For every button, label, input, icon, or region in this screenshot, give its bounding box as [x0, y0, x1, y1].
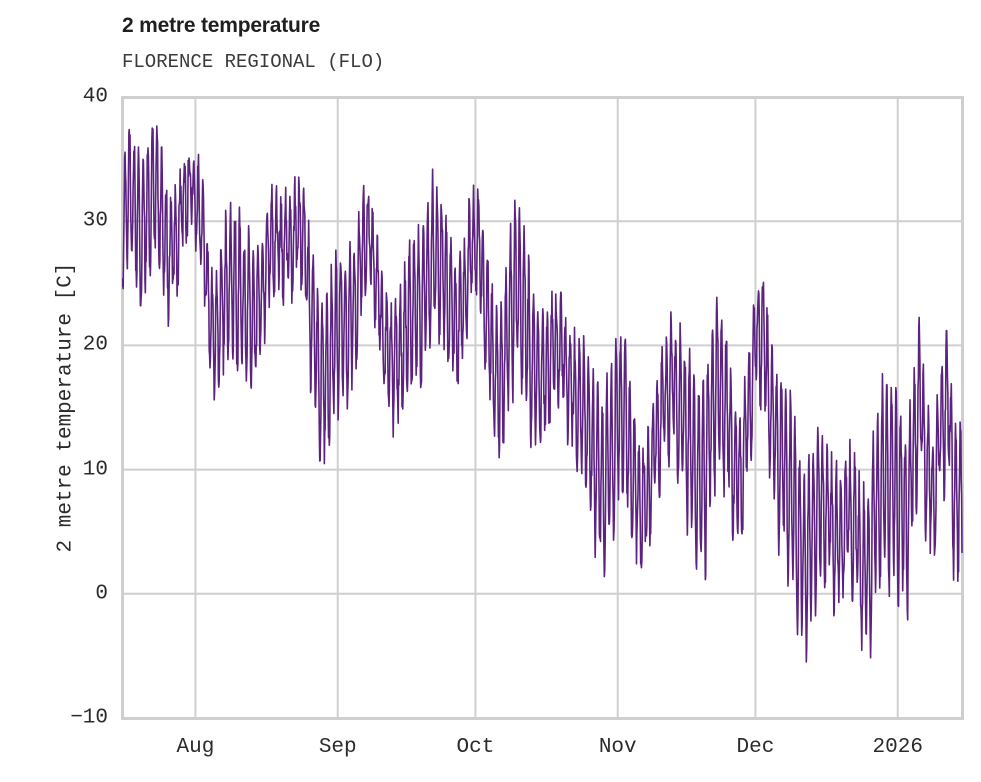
temperature-series-line — [122, 125, 963, 663]
y-tick-label: 10 — [82, 458, 108, 482]
x-tick-label: Oct — [456, 736, 495, 759]
x-tick-label: Aug — [176, 736, 215, 759]
gridlines — [122, 96, 962, 718]
x-tick-label: Dec — [736, 736, 775, 759]
chart-subtitle: FLORENCE REGIONAL (FLO) — [122, 51, 385, 73]
x-tick-label: Sep — [318, 736, 357, 759]
x-tick-label: 2026 — [872, 736, 923, 759]
plot-frame — [121, 96, 964, 720]
x-tick-label: Nov — [598, 736, 637, 759]
chart-title: 2 metre temperature — [122, 14, 321, 37]
y-tick-label: 20 — [82, 333, 108, 357]
y-tick-label: 30 — [82, 209, 108, 233]
y-tick-label: 0 — [95, 582, 108, 606]
y-tick-label: −10 — [70, 706, 108, 730]
y-tick-label: 40 — [82, 85, 108, 109]
